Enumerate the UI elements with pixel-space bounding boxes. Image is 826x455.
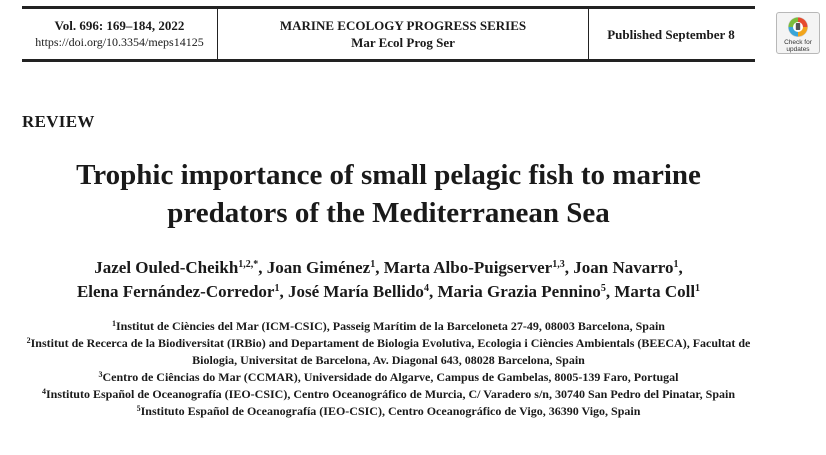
affiliation-text: Instituto Español de Oceanografía (IEO-C… xyxy=(140,404,641,418)
doi-link[interactable]: https://doi.org/10.3354/meps14125 xyxy=(35,35,204,49)
affiliation-number: 2 xyxy=(26,336,31,345)
article-type-label: REVIEW xyxy=(22,112,95,131)
author: Maria Grazia Pennino5 xyxy=(437,282,605,301)
affiliation: 2Institut de Recerca de la Biodiversitat… xyxy=(22,335,755,369)
journal-name: MARINE ECOLOGY PROGRESS SERIES xyxy=(279,18,527,33)
volume-info: Vol. 696: 169–184, 2022 xyxy=(54,18,185,33)
affiliation-text: Instituto Español de Oceanografía (IEO-C… xyxy=(45,387,736,401)
published-date: Published September 8 xyxy=(607,26,735,42)
affiliation-number: 3 xyxy=(98,370,103,379)
author: Jazel Ouled-Cheikh1,2,* xyxy=(94,258,258,277)
author-separator: , xyxy=(258,258,267,277)
affiliation-text: Centro de Ciências do Mar (CCMAR), Unive… xyxy=(102,370,679,384)
author-separator: , xyxy=(678,258,683,277)
author-list: Jazel Ouled-Cheikh1,2,*, Joan Giménez1, … xyxy=(22,256,755,304)
affiliation-number: 4 xyxy=(41,387,46,396)
author-affiliation-number: 1,3 xyxy=(552,259,565,270)
author-name: Marta Coll xyxy=(614,282,696,301)
check-for-updates-button[interactable]: Check for updates xyxy=(776,12,820,54)
author-name: Joan Giménez xyxy=(266,258,371,277)
affiliation: 4Instituto Español de Oceanografía (IEO-… xyxy=(22,386,755,403)
author-affiliation-number: 1 xyxy=(695,283,701,294)
author-separator: , xyxy=(564,258,574,277)
author-affiliation-number: 4 xyxy=(423,283,429,294)
author-name: Maria Grazia Pennino xyxy=(437,282,601,301)
affiliation-list: 1Institut de Ciències del Mar (ICM-CSIC)… xyxy=(22,318,755,420)
author-separator: , xyxy=(375,258,384,277)
check-updates-label: Check for updates xyxy=(784,39,812,53)
author: Marta Albo-Puigserver1,3 xyxy=(384,258,565,277)
author-affiliation-number: 1 xyxy=(370,259,376,270)
author-name: Elena Fernández-Corredor xyxy=(76,282,275,301)
journal-header: Vol. 696: 169–184, 2022 https://doi.org/… xyxy=(22,6,755,62)
author-separator: , xyxy=(279,282,288,301)
author: Elena Fernández-Corredor1 xyxy=(77,282,280,301)
published-cell: Published September 8 xyxy=(587,9,755,59)
author-affiliation-number: 5 xyxy=(600,283,606,294)
author-name: José María Bellido xyxy=(287,282,424,301)
author-affiliation-number: 1,2,* xyxy=(238,259,259,270)
affiliation: 5Instituto Español de Oceanografía (IEO-… xyxy=(22,403,755,420)
author-separator: , xyxy=(605,282,615,301)
affiliation-text: Institut de Ciències del Mar (ICM-CSIC),… xyxy=(116,319,665,333)
journal-abbrev: Mar Ecol Prog Ser xyxy=(351,35,455,50)
author: José María Bellido4 xyxy=(288,282,429,301)
author-separator: , xyxy=(428,282,438,301)
author-name: Marta Albo-Puigserver xyxy=(383,258,553,277)
check-updates-icon xyxy=(788,17,808,37)
affiliation-number: 1 xyxy=(112,319,117,328)
affiliation-number: 5 xyxy=(136,404,141,413)
author: Joan Giménez1 xyxy=(267,258,375,277)
author: Marta Coll1 xyxy=(614,282,700,301)
citation-cell: Vol. 696: 169–184, 2022 https://doi.org/… xyxy=(22,9,217,59)
author-name: Jazel Ouled-Cheikh xyxy=(94,258,239,277)
affiliation: 1Institut de Ciències del Mar (ICM-CSIC)… xyxy=(22,318,755,335)
article-title: Trophic importance of small pelagic fish… xyxy=(76,159,701,229)
author: Joan Navarro1 xyxy=(573,258,678,277)
author-name: Joan Navarro xyxy=(573,258,674,277)
author-affiliation-number: 1 xyxy=(274,283,280,294)
journal-cell: MARINE ECOLOGY PROGRESS SERIES Mar Ecol … xyxy=(217,9,589,59)
author-affiliation-number: 1 xyxy=(673,259,679,270)
affiliation: 3Centro de Ciências do Mar (CCMAR), Univ… xyxy=(22,369,755,386)
affiliation-text: Institut de Recerca de la Biodiversitat … xyxy=(30,336,751,367)
